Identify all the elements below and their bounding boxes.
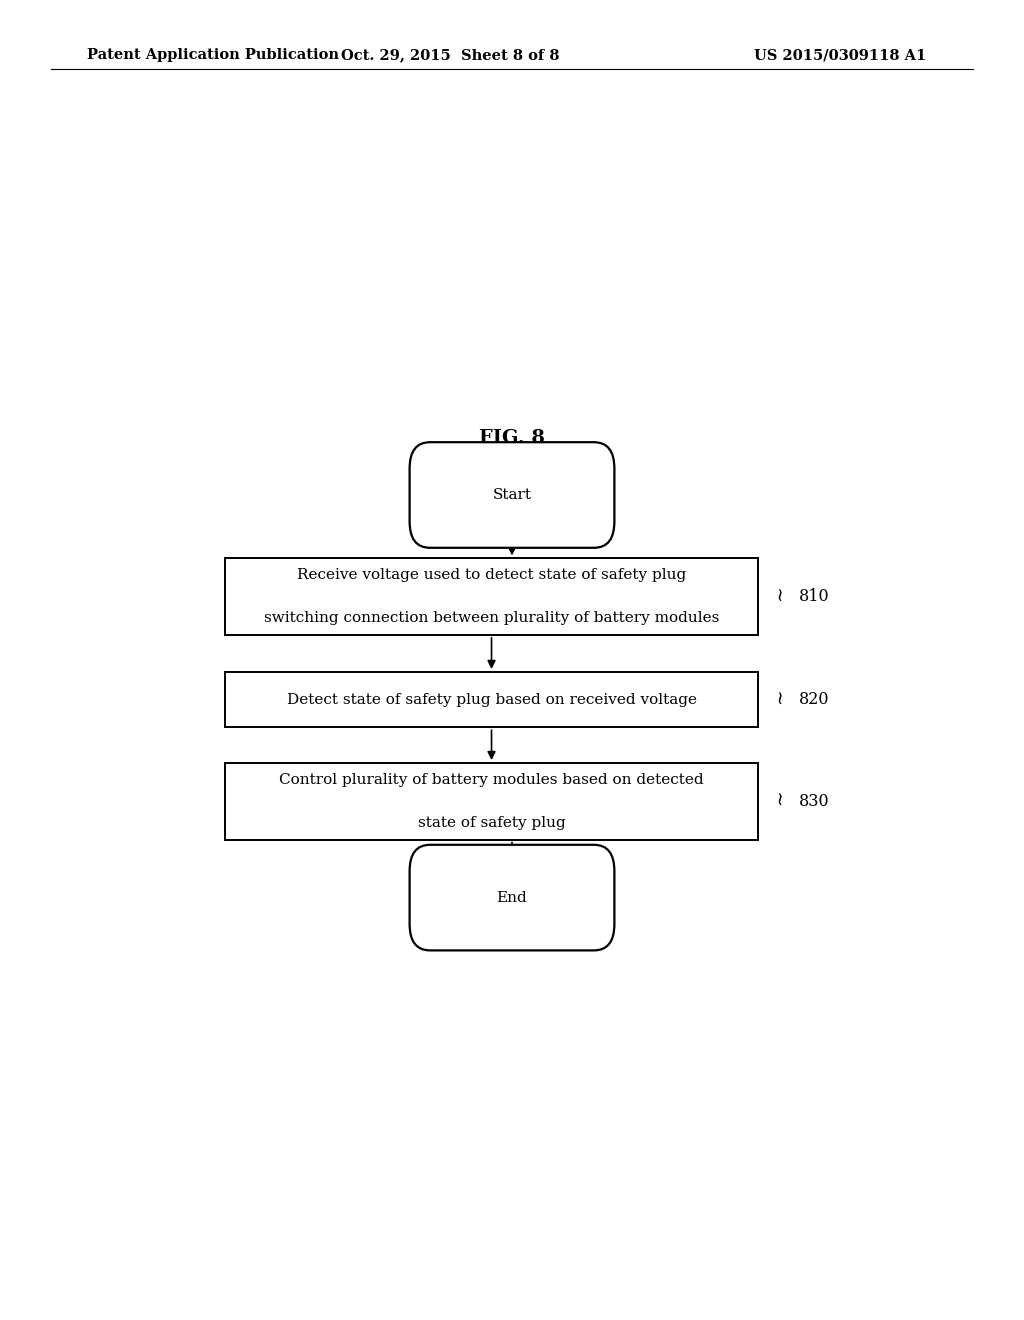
Text: US 2015/0309118 A1: US 2015/0309118 A1 <box>754 49 926 62</box>
Text: End: End <box>497 891 527 904</box>
Text: Detect state of safety plug based on received voltage: Detect state of safety plug based on rec… <box>287 693 696 706</box>
Text: Oct. 29, 2015  Sheet 8 of 8: Oct. 29, 2015 Sheet 8 of 8 <box>341 49 560 62</box>
FancyBboxPatch shape <box>410 845 614 950</box>
Text: ∼: ∼ <box>771 688 790 704</box>
Text: FIG. 8: FIG. 8 <box>479 429 545 447</box>
FancyBboxPatch shape <box>410 442 614 548</box>
Text: Receive voltage used to detect state of safety plug: Receive voltage used to detect state of … <box>297 568 686 582</box>
FancyBboxPatch shape <box>225 672 758 727</box>
Text: Start: Start <box>493 488 531 502</box>
Text: state of safety plug: state of safety plug <box>418 816 565 830</box>
Text: 820: 820 <box>799 692 829 708</box>
FancyBboxPatch shape <box>225 558 758 635</box>
Text: 830: 830 <box>799 793 829 809</box>
Text: Patent Application Publication: Patent Application Publication <box>87 49 339 62</box>
Text: 810: 810 <box>799 589 829 605</box>
Text: Control plurality of battery modules based on detected: Control plurality of battery modules bas… <box>280 772 703 787</box>
FancyBboxPatch shape <box>225 763 758 840</box>
Text: switching connection between plurality of battery modules: switching connection between plurality o… <box>264 611 719 626</box>
Text: ∼: ∼ <box>771 789 790 805</box>
Text: ∼: ∼ <box>771 585 790 601</box>
